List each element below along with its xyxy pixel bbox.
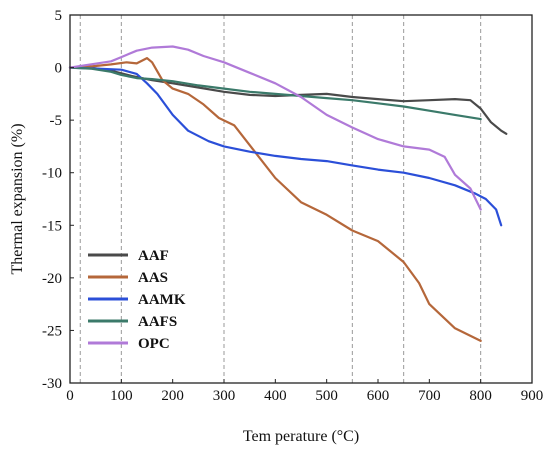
legend-label: AAS xyxy=(138,270,168,286)
x-tick-label: 700 xyxy=(418,388,441,404)
x-tick-label: 300 xyxy=(213,388,236,404)
y-tick-label: 5 xyxy=(55,8,63,24)
legend-label: AAF xyxy=(138,248,169,264)
x-axis-label: Tem perature (°C) xyxy=(243,428,359,445)
legend-label: AAMK xyxy=(138,292,186,308)
legend-label: AAFS xyxy=(138,314,177,330)
y-tick-label: -20 xyxy=(42,271,62,287)
x-tick-label: 500 xyxy=(315,388,338,404)
x-tick-label: 200 xyxy=(161,388,184,404)
y-tick-label: -25 xyxy=(42,323,62,339)
x-tick-label: 400 xyxy=(264,388,287,404)
x-tick-label: 600 xyxy=(367,388,390,404)
x-tick-label: 100 xyxy=(110,388,133,404)
y-tick-label: -5 xyxy=(50,113,63,129)
y-axis-label: Thermal expansion (%) xyxy=(9,123,26,274)
y-tick-label: -30 xyxy=(42,376,62,392)
y-tick-label: 0 xyxy=(55,61,63,77)
legend-label: OPC xyxy=(138,336,170,352)
x-tick-label: 900 xyxy=(521,388,544,404)
x-tick-label: 0 xyxy=(66,388,74,404)
x-tick-label: 800 xyxy=(469,388,492,404)
y-tick-label: -15 xyxy=(42,218,62,234)
y-tick-label: -10 xyxy=(42,166,62,182)
